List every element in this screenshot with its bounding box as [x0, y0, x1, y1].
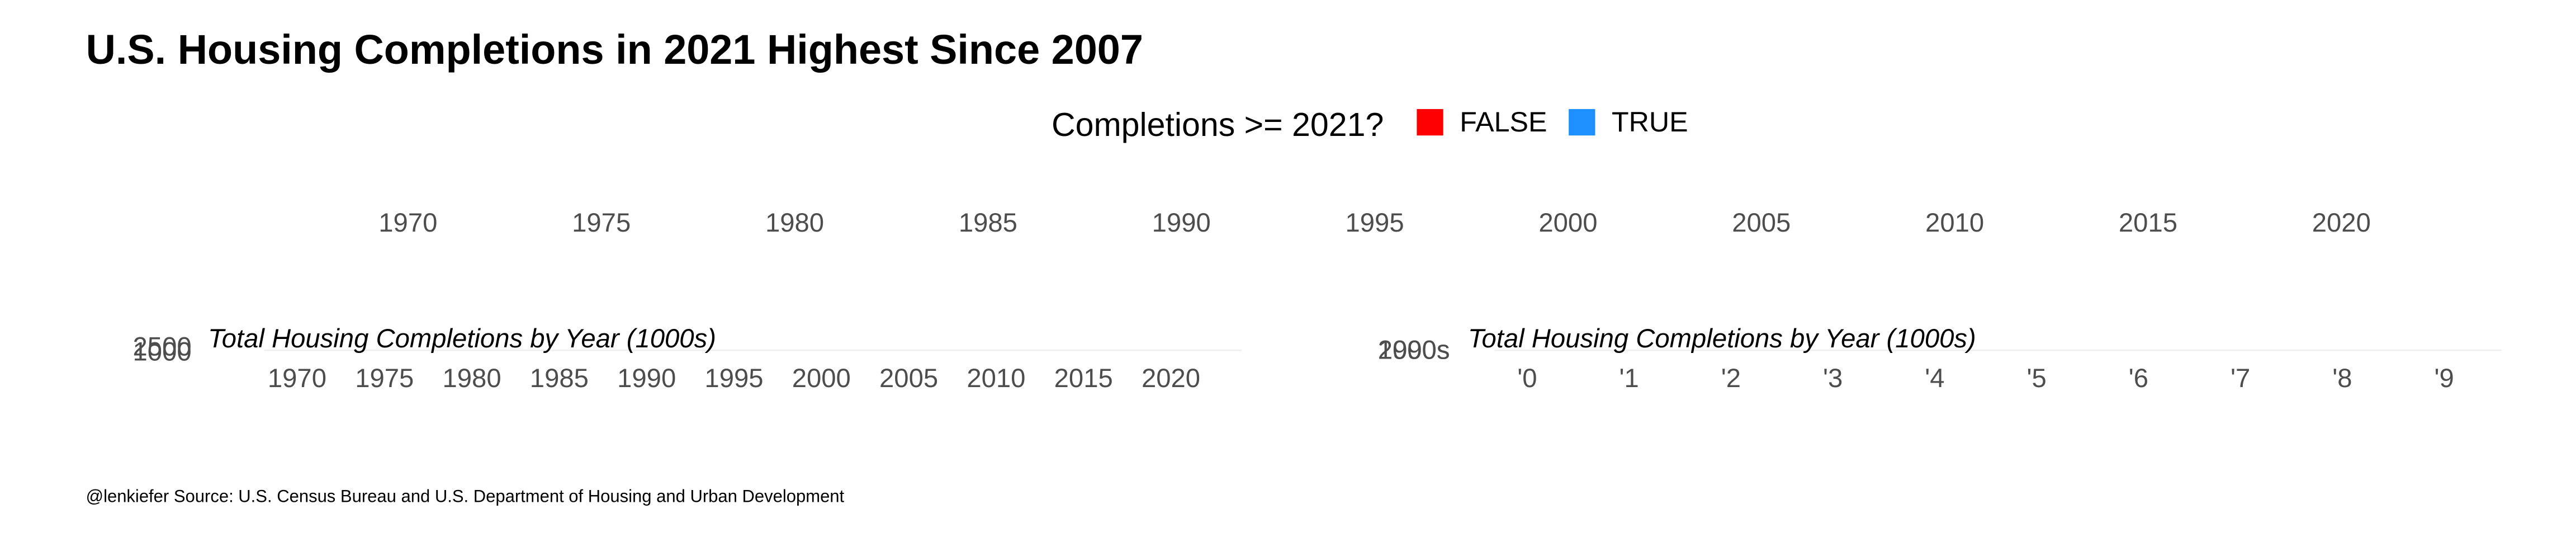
x-tick-label: '6: [2129, 364, 2148, 393]
x-tick-label: 1970: [378, 208, 437, 238]
x-tick-label: '4: [1925, 364, 1944, 393]
x-tick-label: '5: [2026, 364, 2046, 393]
x-tick-label: '0: [1517, 364, 1537, 393]
x-tick-label: '3: [1823, 364, 1843, 393]
x-tick-label: 2020: [2312, 208, 2371, 238]
x-tick-label: '9: [2434, 364, 2454, 393]
x-tick-label: 1995: [1346, 208, 1404, 238]
x-tick-label: '1: [1619, 364, 1639, 393]
x-tick-label: 2010: [1925, 208, 1984, 238]
x-tick-label: 2005: [1732, 208, 1791, 238]
y-tick-label: 1000: [133, 337, 192, 367]
y-tick-label: 2000s: [1378, 336, 1450, 365]
legend-swatch: [1417, 109, 1443, 136]
x-tick-label: 2010: [967, 364, 1025, 393]
x-tick-label: 1980: [765, 208, 824, 238]
x-tick-label: 1980: [442, 364, 501, 393]
x-tick-label: 1990: [617, 364, 676, 393]
x-tick-label: 2015: [2119, 208, 2177, 238]
x-tick-label: 2000: [792, 364, 851, 393]
caption: @lenkiefer Source: U.S. Census Bureau an…: [86, 486, 845, 506]
x-tick-label: '8: [2332, 364, 2352, 393]
y-tick-label: 2500: [133, 332, 192, 362]
legend-title: Completions >= 2021?: [1052, 106, 1384, 143]
top-axis: 1970 1975 1980 1985 1990 1995 2000 2005 2010 2015…: [378, 208, 2371, 238]
x-tick-label: 1985: [959, 208, 1017, 238]
x-tick-label: 2000: [1538, 208, 1597, 238]
x-tick-label: 1975: [572, 208, 631, 238]
x-tick-label: 1975: [355, 364, 414, 393]
legend-label: TRUE: [1612, 106, 1688, 138]
legend-label: FALSE: [1460, 106, 1547, 138]
panel-subtitle: Total Housing Completions by Year (1000s…: [208, 324, 716, 354]
legend-swatch: [1569, 109, 1595, 136]
x-tick-label: '2: [1721, 364, 1741, 393]
x-tick-label: 1995: [704, 364, 763, 393]
x-tick-label: 2020: [1142, 364, 1200, 393]
legend: FALSE TRUE: [1417, 106, 1688, 138]
x-tick-label: 2005: [879, 364, 938, 393]
x-tick-label: 2015: [1054, 364, 1113, 393]
y-tick-label: 1990s: [1378, 336, 1450, 365]
x-tick-label: '7: [2231, 364, 2250, 393]
x-tick-label: 1985: [530, 364, 589, 393]
x-tick-label: 1990: [1152, 208, 1211, 238]
chart-title: U.S. Housing Completions in 2021 Highest…: [86, 26, 1143, 73]
panel-subtitle: Total Housing Completions by Year (1000s…: [1468, 324, 1976, 354]
x-tick-label: 1970: [268, 364, 326, 393]
